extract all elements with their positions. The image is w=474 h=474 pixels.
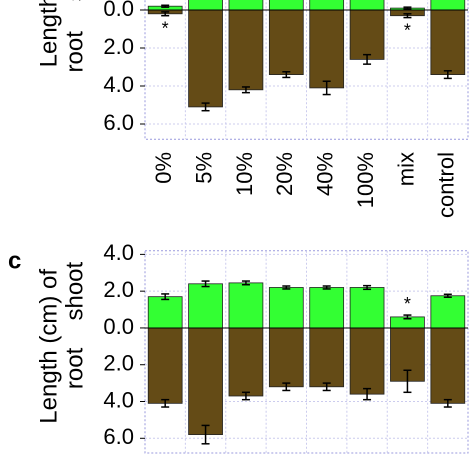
y-tick-label: 2.0 — [103, 34, 134, 59]
x-tick-label: 5% — [191, 152, 216, 184]
bar — [268, 0, 304, 11]
bar — [349, 327, 385, 395]
y-tick-label: 6.0 — [103, 110, 134, 135]
y-axis-label: Length (cm) of — [35, 269, 62, 424]
bar — [430, 327, 466, 404]
y-tick-label: 2.0 — [103, 351, 134, 376]
bar — [188, 283, 223, 329]
x-tick-label: 0% — [151, 152, 176, 184]
bar — [309, 9, 345, 89]
x-tick-label: control — [434, 152, 459, 218]
x-tick-label: mix — [393, 152, 418, 186]
plot-frame — [144, 0, 469, 140]
y-tick-label: 4.0 — [103, 387, 134, 412]
y-axis-label: root — [61, 31, 88, 73]
y-axis-label: shoot — [61, 261, 88, 320]
x-tick-label: 20% — [272, 152, 297, 196]
bar — [349, 287, 385, 329]
y-tick-label: 2.0 — [103, 277, 134, 302]
bar — [309, 287, 345, 329]
bar — [309, 327, 345, 388]
bar — [228, 282, 264, 329]
x-tick-label: 10% — [232, 152, 257, 196]
x-tick-label: 100% — [353, 152, 378, 208]
y-tick-label: 4.0 — [103, 240, 134, 265]
y-axis-label: Length (cm) of — [35, 0, 62, 67]
y-tick-label: 0.0 — [103, 0, 134, 21]
bar — [268, 9, 304, 75]
bar — [430, 0, 466, 11]
y-tick-label: 4.0 — [103, 72, 134, 97]
bar — [188, 0, 223, 11]
y-axis-label: root — [61, 347, 88, 389]
bar — [228, 9, 264, 91]
bar — [147, 327, 183, 404]
bar — [309, 0, 345, 11]
bar — [349, 9, 385, 60]
y-tick-label: 6.0 — [103, 424, 134, 449]
x-tick-label: 40% — [313, 152, 338, 196]
annotation: * — [404, 20, 411, 40]
bar — [268, 287, 304, 329]
bar — [188, 327, 223, 436]
y-tick-label: 0.0 — [103, 314, 134, 339]
panel-label: c — [8, 247, 21, 274]
bar — [430, 295, 466, 329]
annotation: * — [162, 18, 169, 38]
bar — [228, 327, 264, 397]
y-axis-label: shoot — [61, 0, 88, 1]
bar — [188, 9, 223, 108]
bar — [268, 327, 304, 388]
bar — [147, 296, 183, 329]
bar — [349, 0, 385, 11]
annotation: * — [404, 294, 411, 314]
bar — [430, 9, 466, 75]
bar — [228, 0, 264, 11]
